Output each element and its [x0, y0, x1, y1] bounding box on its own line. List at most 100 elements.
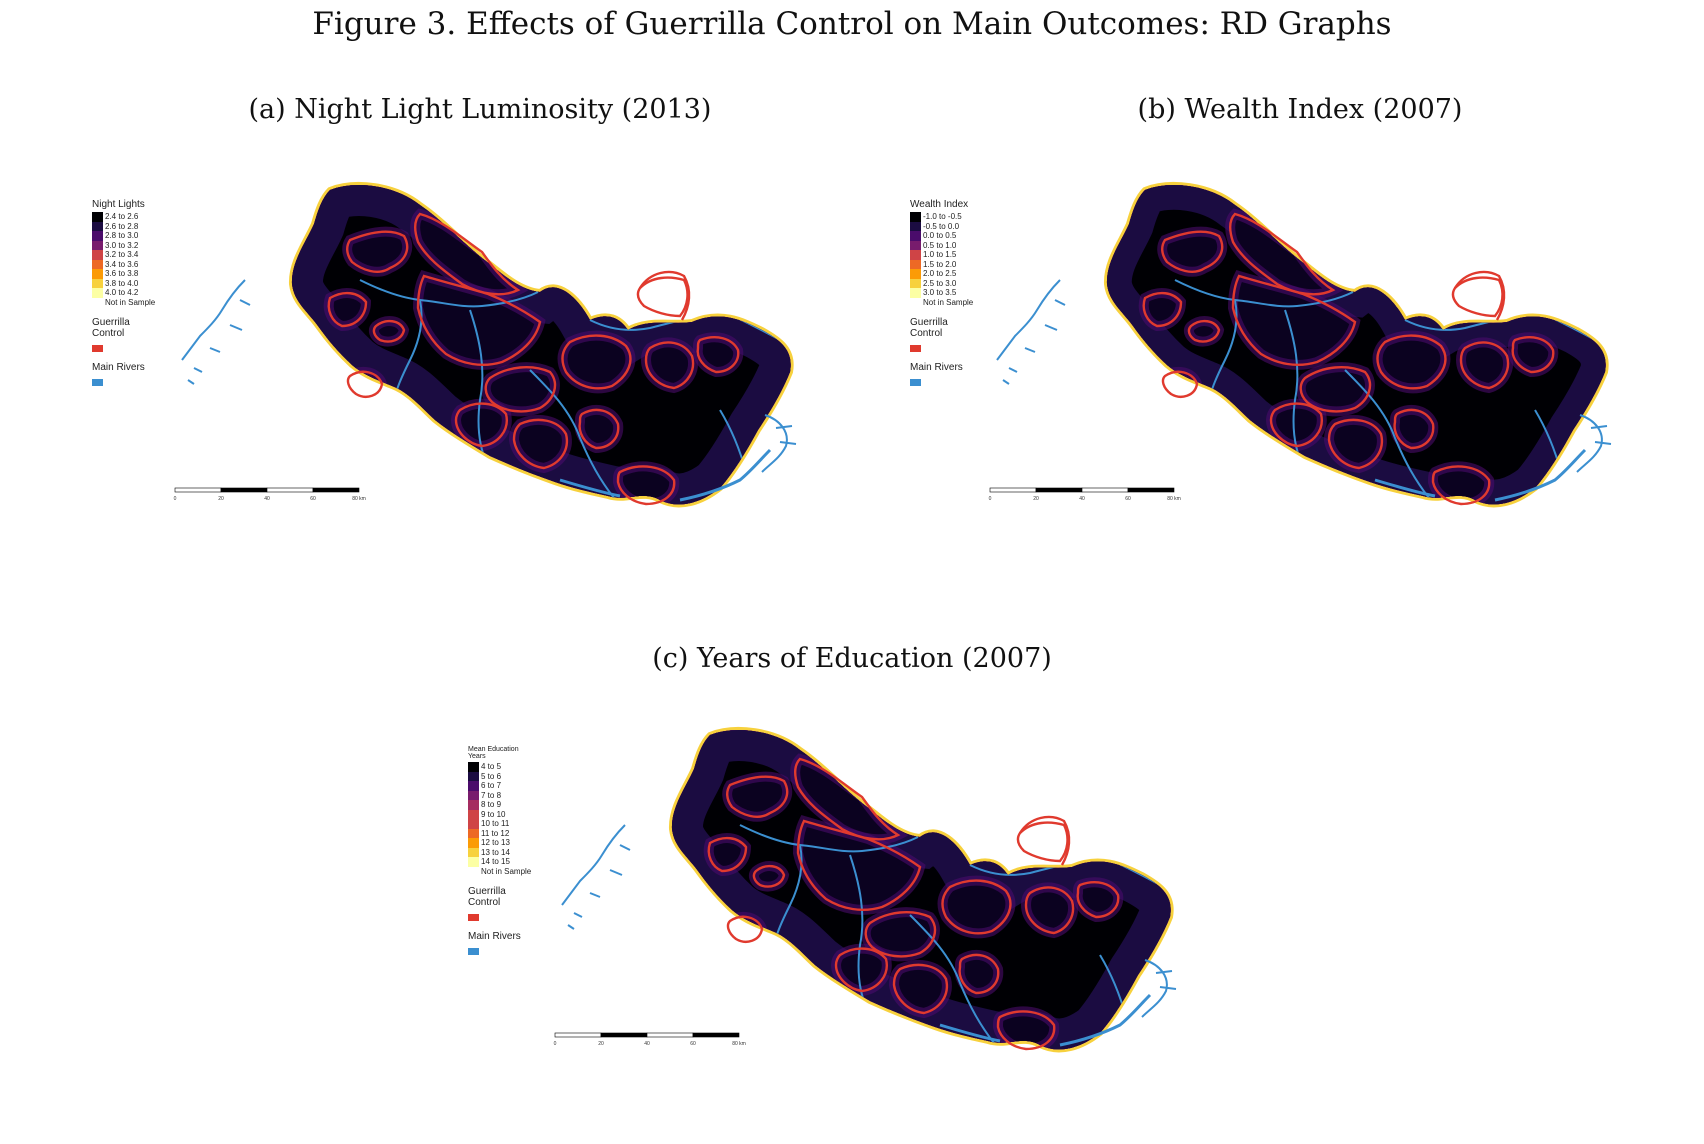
rivers-key: Main Rivers	[92, 362, 155, 386]
guerrilla-swatch	[92, 345, 103, 352]
panel-c-title: (c) Years of Education (2007)	[652, 643, 1052, 674]
scale-bar-label: 40	[1079, 496, 1085, 502]
legend-swatch	[92, 288, 103, 298]
coastal-river	[559, 448, 772, 502]
scale-bar-segment	[1081, 487, 1129, 493]
legend-swatch	[910, 250, 921, 260]
guerrilla-polygon	[707, 836, 748, 873]
legend-swatch	[468, 781, 479, 791]
guerrilla-polygon	[1231, 274, 1357, 366]
coastal-river	[1374, 448, 1587, 502]
legend-class-label: -1.0 to -0.5	[923, 212, 962, 221]
legend-swatch	[92, 231, 103, 241]
guerrilla-polygon	[1018, 815, 1071, 866]
scale-bar-label: 0	[554, 1041, 557, 1047]
legend-swatch	[92, 221, 103, 231]
guerrilla-key: Guerrilla Control	[92, 317, 155, 352]
scale-bar-label: 20	[598, 1041, 604, 1047]
legend-class-label: 5 to 6	[481, 771, 502, 781]
scale-bar-segment	[220, 487, 268, 493]
legend-class-label: Not in Sample	[105, 297, 156, 307]
legend-swatch	[468, 838, 479, 848]
guerrilla-polygon	[1299, 366, 1372, 413]
scale-bar-segment	[646, 1032, 694, 1038]
legend-class-label: 12 to 13	[481, 838, 510, 847]
scale-bar-segment	[1127, 487, 1175, 493]
guerrilla-polygon	[1459, 341, 1510, 390]
scale-bar-label: 80 km	[1167, 496, 1181, 502]
guerrilla-polygon	[834, 947, 888, 993]
legend-swatch	[910, 212, 921, 222]
legend-class-label: 13 to 14	[481, 847, 510, 857]
legend-swatch	[468, 771, 479, 781]
legend-swatch	[910, 278, 921, 288]
legend-scale: -1.0 to -0.5 -0.5 to 0.0 0.0 to 0.5 0.5 to …	[910, 212, 973, 307]
guerrilla-surround	[830, 943, 892, 997]
legend-swatch	[468, 762, 479, 772]
legend-class-label: 2.0 to 2.5	[923, 269, 957, 278]
guerrilla-surround	[1265, 398, 1327, 452]
guerrilla-polygon	[454, 402, 508, 448]
legend-swatch	[468, 847, 479, 857]
guerrilla-polygon	[1187, 319, 1221, 343]
guerrilla-polygon	[726, 775, 789, 818]
outcome-surface	[1106, 185, 1606, 505]
scale-bar-segment	[600, 1032, 648, 1038]
scale-bar-label: 60	[690, 1041, 696, 1047]
map-a: 0 20 40 60 80 km	[174, 182, 797, 508]
legend-class-label: 4 to 5	[481, 762, 502, 771]
scale-bar-segment	[554, 1032, 602, 1038]
legend-class-label: 11 to 12	[481, 828, 510, 838]
river-line	[1174, 279, 1354, 308]
river-line	[359, 279, 539, 308]
legend-swatch	[468, 800, 479, 810]
guerrilla-polygon	[1024, 886, 1075, 935]
guerrilla-polygon	[796, 819, 922, 911]
guerrilla-polygon	[1142, 291, 1183, 328]
legend-swatch	[92, 297, 103, 307]
legend-a: Night Lights 2.4 to 2.6 2.6 to 2.8 2.8 to …	[92, 199, 155, 386]
scale-bar-segment	[174, 487, 222, 493]
scale-bar-label: 20	[218, 496, 224, 502]
legend-class-label: 14 to 15	[481, 857, 510, 866]
guerrilla-polygon	[1076, 881, 1120, 919]
guerrilla-polygon	[1376, 334, 1447, 390]
scale-bar-segment	[989, 487, 1037, 493]
legend-class-label: 3.2 to 3.4	[105, 250, 139, 259]
guerrilla-polygon	[958, 953, 1000, 995]
figure-title: Figure 3. Effects of Guerrilla Control o…	[312, 6, 1392, 42]
guerrilla-polygon	[1161, 370, 1199, 398]
legend-class-label: 8 to 9	[481, 800, 502, 809]
legend-class-label: 10 to 11	[481, 819, 510, 828]
guerrilla-polygon	[941, 879, 1012, 935]
map-b: 0 20 40 60 80 km	[989, 182, 1612, 508]
guerrilla-polygon	[1161, 230, 1224, 273]
panel-a-title: (a) Night Light Luminosity (2013)	[248, 94, 712, 125]
legend-class-label: 3.4 to 3.6	[105, 259, 139, 269]
guerrilla-polygon	[726, 915, 764, 943]
guerrilla-polygon	[696, 336, 740, 374]
guerrilla-polygon	[346, 230, 409, 273]
river-line	[567, 844, 631, 930]
legend-class-label: -0.5 to 0.0	[923, 221, 960, 231]
rivers-key: Main Rivers	[910, 362, 973, 386]
legend-class-label: 2.4 to 2.6	[105, 212, 139, 221]
legend-swatch	[910, 240, 921, 250]
guerrilla-polygon	[1327, 418, 1384, 470]
legend-swatch	[468, 819, 479, 829]
river-line	[187, 299, 251, 385]
scale-bar-label: 80 km	[352, 496, 366, 502]
legend-class-label: 2.8 to 3.0	[105, 231, 139, 240]
scale-bar-label: 0	[174, 496, 177, 502]
legend-class-label: 3.0 to 3.5	[923, 288, 957, 297]
scale-bar-label: 40	[264, 496, 270, 502]
scale-bar-segment	[1035, 487, 1083, 493]
guerrilla-polygon	[346, 370, 384, 398]
legend-swatch	[468, 809, 479, 819]
legend-class-label: 2.5 to 3.0	[923, 278, 957, 288]
river-line	[1002, 299, 1066, 385]
guerrilla-polygon	[1451, 276, 1504, 318]
guerrilla-polygon	[616, 465, 676, 506]
